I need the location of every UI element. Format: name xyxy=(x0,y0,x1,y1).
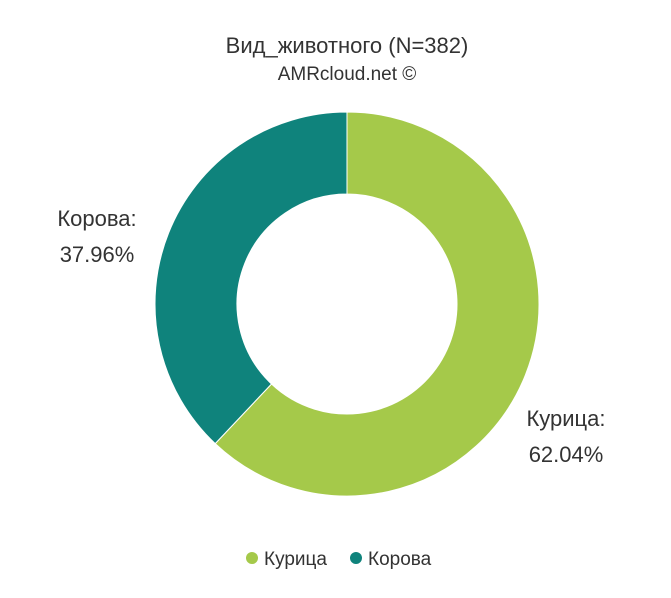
legend-label-korova: Корова xyxy=(368,549,432,570)
chart-title: Вид_животного (N=382) xyxy=(226,33,469,58)
legend-label-kuritsa: Курица xyxy=(264,549,327,570)
slice-label-korova-value: 37.96% xyxy=(60,242,135,267)
donut-slices xyxy=(154,111,540,497)
donut-slice-korova[interactable] xyxy=(154,111,348,445)
legend-item-korova[interactable]: Корова xyxy=(350,549,432,570)
legend-marker-korova xyxy=(350,552,362,564)
legend-item-kuritsa[interactable]: Курица xyxy=(246,549,327,570)
slice-label-korova: Корова: 37.96% xyxy=(57,206,136,267)
slice-label-kuritsa: Курица: 62.04% xyxy=(526,406,605,467)
slice-label-kuritsa-name: Курица: xyxy=(526,406,605,431)
slice-label-korova-name: Корова: xyxy=(57,206,136,231)
slice-label-kuritsa-value: 62.04% xyxy=(529,442,604,467)
legend-marker-kuritsa xyxy=(246,552,258,564)
legend: Курица Корова xyxy=(246,549,432,570)
donut-slice-kuritsa[interactable] xyxy=(214,111,540,497)
chart-subtitle: AMRcloud.net © xyxy=(278,64,417,85)
